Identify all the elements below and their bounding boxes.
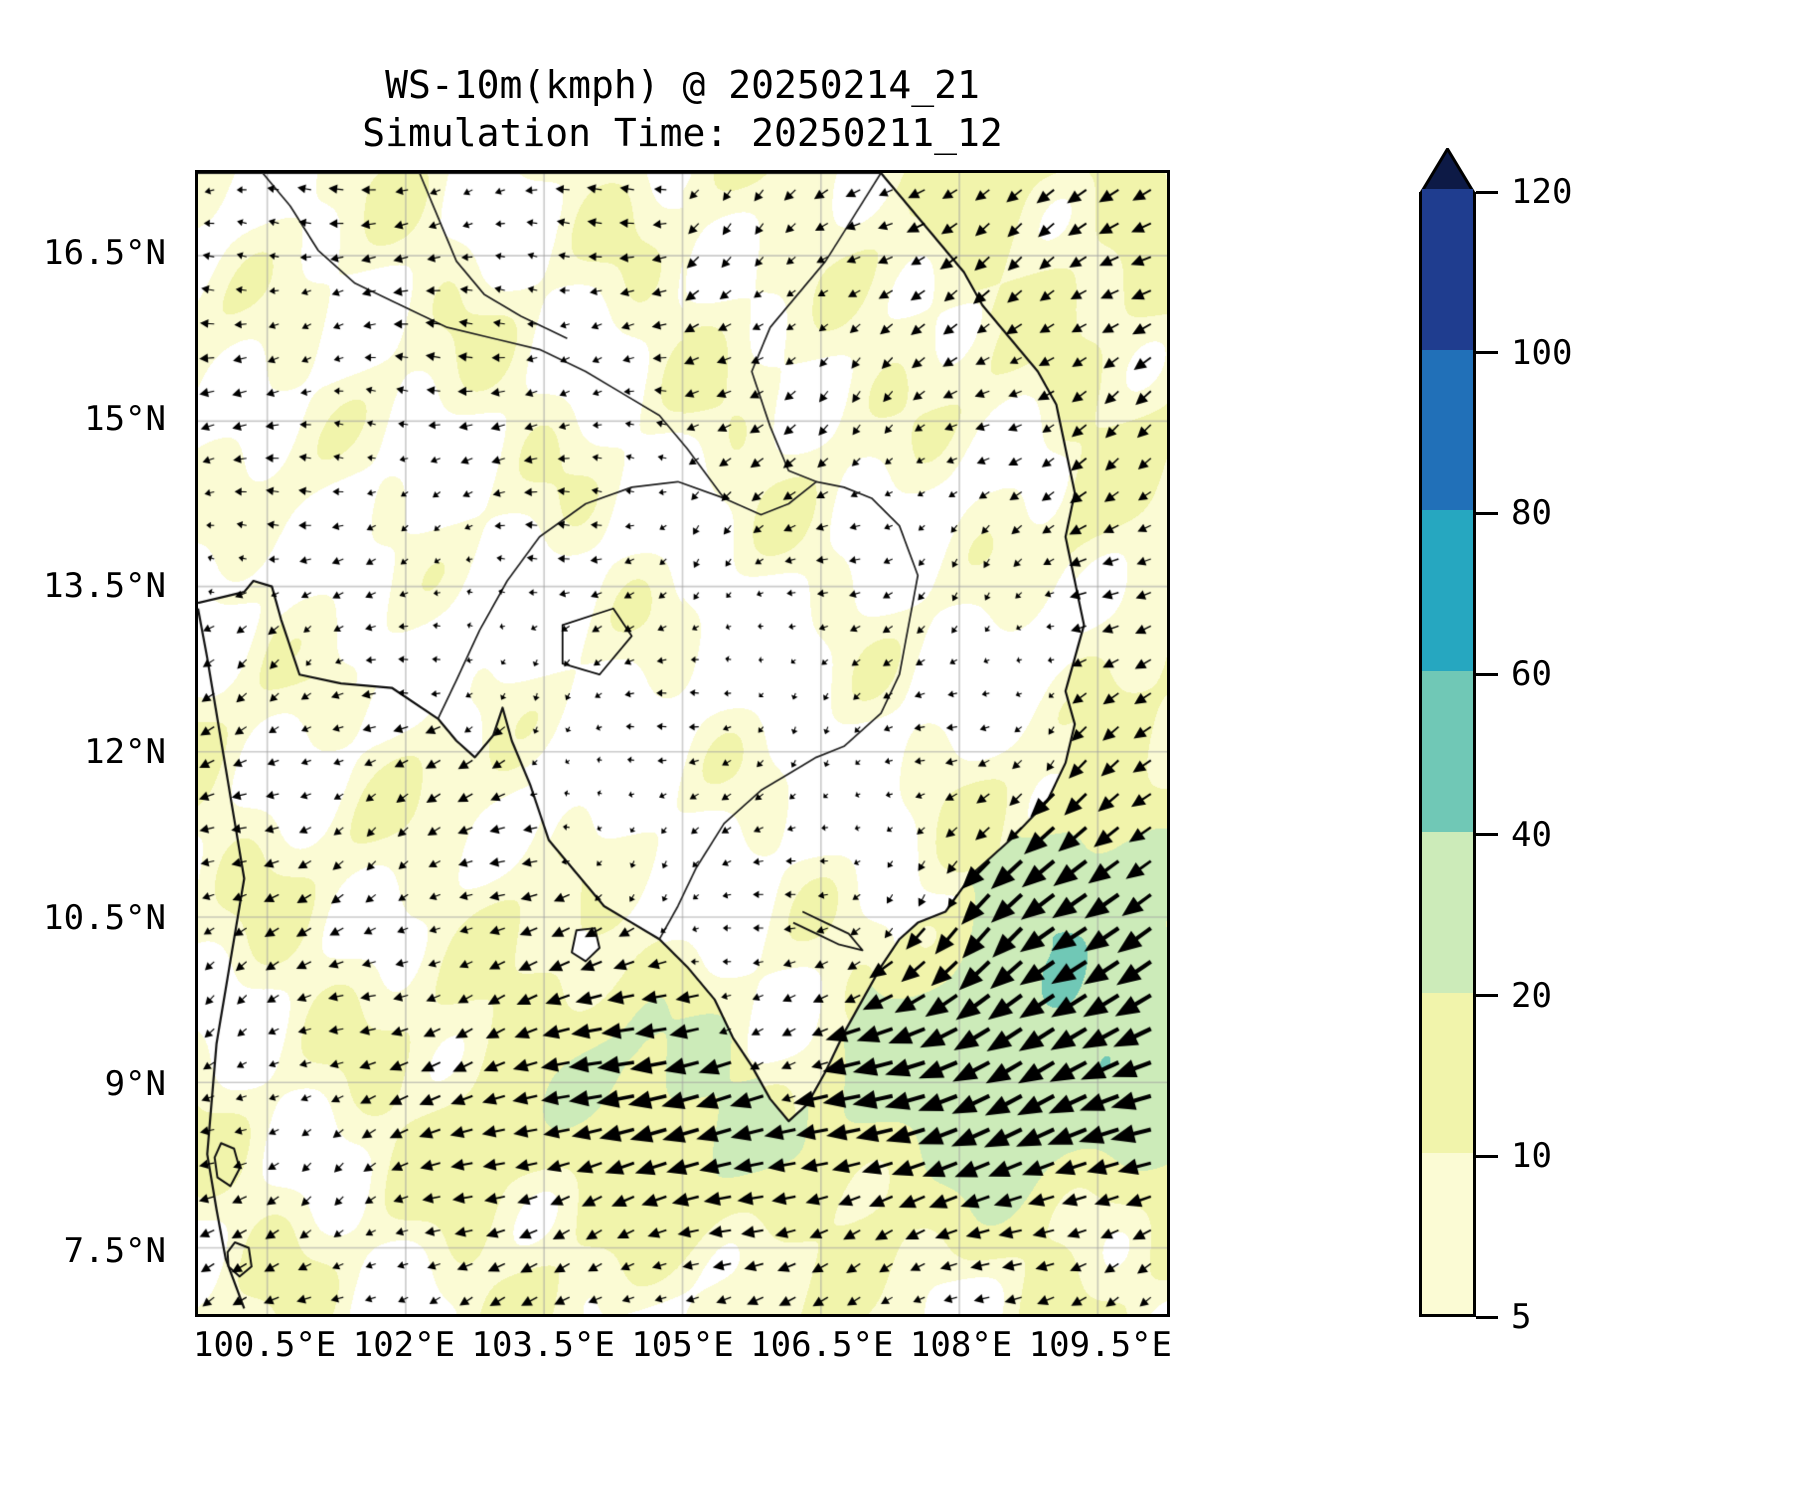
colorbar-tick-label: 120	[1511, 172, 1573, 212]
colorbar-gradient	[1419, 188, 1476, 1317]
colorbar-tick-mark	[1476, 1315, 1498, 1319]
colorbar-tick-mark	[1476, 190, 1498, 194]
longitude-tick-label: 106.5°E	[750, 1325, 894, 1365]
colorbar-band	[1422, 670, 1473, 832]
colorbar-tick-label: 10	[1511, 1136, 1552, 1177]
latitude-tick-label: 12°N	[84, 731, 166, 772]
latitude-tick-label: 16.5°N	[43, 233, 166, 274]
longitude-tick-label: 100.5°E	[192, 1325, 337, 1365]
longitude-tick-label: 102°E	[352, 1325, 456, 1365]
colorbar-tick-label: 5	[1511, 1297, 1532, 1337]
colorbar-tick-label: 80	[1511, 493, 1552, 534]
colorbar-tick-mark	[1476, 351, 1498, 355]
latitude-axis-labels: 16.5°N 15°N 13.5°N 12°N 10.5°N 9°N 7.5°N	[0, 170, 180, 1317]
latitude-tick-label: 7.5°N	[63, 1230, 166, 1271]
colorbar-tick-mark	[1476, 672, 1498, 676]
latitude-tick-label: 15°N	[84, 399, 166, 440]
map-plot-canvas	[198, 173, 1167, 1314]
colorbar-tick-mark	[1476, 1154, 1498, 1158]
colorbar-extend-arrow-icon	[1419, 148, 1476, 194]
longitude-tick-label: 108°E	[909, 1325, 1013, 1365]
colorbar-tick-label: 40	[1511, 814, 1552, 855]
colorbar-tick-mark	[1476, 511, 1498, 515]
chart-subtitle: Simulation Time: 20250211_12	[362, 110, 1003, 155]
colorbar-tick-label: 100	[1511, 332, 1573, 373]
longitude-tick-label: 103.5°E	[471, 1325, 615, 1365]
colorbar-tick-mark	[1476, 833, 1498, 837]
colorbar-band	[1422, 992, 1473, 1154]
latitude-tick-label: 13.5°N	[43, 565, 166, 606]
colorbar: 5 10 20 40 60 80 100 120	[1419, 148, 1572, 1337]
colorbar-tick-label: 60	[1511, 654, 1552, 695]
chart-title-block: WS-10m(kmph) @ 20250214_21 Simulation Ti…	[195, 62, 1170, 158]
longitude-tick-label: 105°E	[631, 1325, 734, 1365]
latitude-tick-label: 9°N	[104, 1064, 166, 1105]
map-axes	[195, 170, 1170, 1317]
longitude-axis-labels: 100.5°E 102°E 103.5°E 105°E 106.5°E 108°E 109.…	[192, 1325, 1172, 1385]
longitude-tick-label: 109.5°E	[1028, 1325, 1172, 1365]
latitude-tick-label: 10.5°N	[43, 898, 166, 939]
page-title: WS-10m(kmph) @ 20250214_21	[385, 63, 980, 107]
colorbar-tick-label: 20	[1511, 975, 1552, 1016]
colorbar-tick-mark	[1476, 994, 1498, 998]
colorbar-band	[1422, 510, 1473, 672]
colorbar-band	[1422, 349, 1473, 511]
colorbar-band	[1422, 1153, 1473, 1314]
colorbar-band	[1422, 831, 1473, 993]
colorbar-band	[1422, 188, 1473, 350]
